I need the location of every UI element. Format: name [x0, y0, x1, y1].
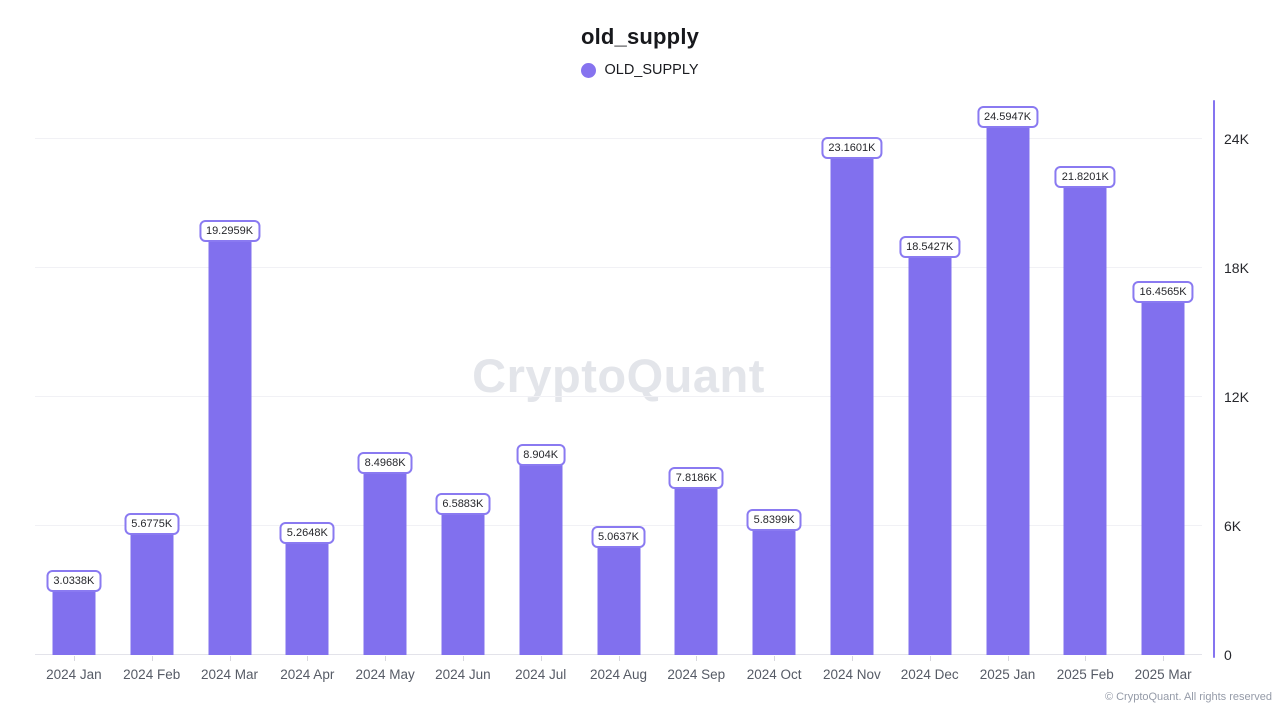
bar-slot: 23.1601K 2024 Nov [813, 100, 891, 682]
bar-2024-aug[interactable] [597, 546, 640, 655]
x-axis-tick [385, 656, 387, 661]
bar-slot: 8.4968K 2024 May [346, 100, 424, 682]
legend[interactable]: OLD_SUPPLY [0, 62, 1280, 78]
bar-value-label: 19.2959K [198, 220, 261, 242]
x-axis-tick [618, 656, 620, 661]
bar-value-label: 23.1601K [821, 137, 883, 159]
bar-2024-feb[interactable] [130, 533, 174, 655]
bar-value-label: 6.5883K [435, 493, 491, 515]
y-tick-label: 0 [1224, 647, 1232, 663]
x-axis-tick [774, 656, 776, 661]
bar-2024-jul[interactable] [519, 464, 563, 655]
gridline-18K [35, 267, 1202, 268]
x-axis-label: 2024 Oct [746, 667, 802, 682]
bar-2024-mar[interactable] [208, 240, 251, 655]
x-axis-tick [229, 656, 231, 661]
bar-slot: 21.8201K 2025 Feb [1046, 100, 1124, 682]
bar-2025-feb[interactable] [1063, 186, 1107, 655]
legend-dot-icon [581, 62, 597, 78]
bar-2024-jan[interactable] [52, 590, 96, 655]
gridline-6K [35, 525, 1202, 526]
x-axis-tick [929, 656, 931, 661]
x-axis-tick [462, 656, 464, 661]
x-axis-label: 2024 Apr [280, 667, 335, 682]
x-axis-label: 2024 Jun [435, 667, 491, 682]
x-axis-tick [307, 656, 309, 661]
bar-value-label: 16.4565K [1132, 281, 1194, 303]
x-axis-tick [696, 656, 698, 661]
bar-slot: 3.0338K 2024 Jan [35, 100, 113, 682]
x-axis-tick [851, 656, 853, 661]
bar-slot: 5.0637K 2024 Aug [580, 100, 658, 682]
bar-slot: 24.5947K 2025 Jan [969, 100, 1047, 682]
bar-2024-apr[interactable] [285, 542, 329, 655]
bar-slot: 5.6775K 2024 Feb [113, 100, 191, 682]
bar-slot: 7.8186K 2024 Sep [657, 100, 735, 682]
y-tick-label: 12K [1224, 389, 1249, 405]
y-axis-line [1213, 100, 1215, 658]
gridline-12K [35, 396, 1202, 397]
x-axis-tick [73, 656, 75, 661]
bar-slot: 16.4565K 2025 Mar [1124, 100, 1202, 682]
x-axis-label: 2024 Sep [667, 667, 726, 682]
x-axis-label: 2024 Nov [822, 667, 881, 682]
x-axis-label: 2024 Jul [515, 667, 567, 682]
bar-slot: 8.904K 2024 Jul [502, 100, 580, 682]
bar-2024-dec[interactable] [908, 256, 952, 655]
bar-2025-mar[interactable] [1141, 301, 1185, 655]
x-axis-label: 2024 Dec [900, 667, 959, 682]
x-axis-tick [1085, 656, 1087, 661]
legend-label: OLD_SUPPLY [604, 62, 699, 78]
bar-slot: 5.2648K 2024 Apr [268, 100, 346, 682]
bar-value-label: 8.4968K [357, 452, 413, 474]
copyright-text: © CryptoQuant. All rights reserved [1104, 691, 1272, 703]
bar-slot: 6.5883K 2024 Jun [424, 100, 502, 682]
x-axis-label: 2025 Jan [979, 667, 1036, 682]
bar-value-label: 7.8186K [668, 467, 724, 489]
bar-slot: 5.8399K 2024 Oct [735, 100, 813, 682]
gridline-24K [35, 138, 1202, 139]
bar-value-label: 5.0637K [591, 526, 646, 548]
bar-value-label: 3.0338K [46, 570, 102, 592]
bar-value-label: 5.8399K [746, 509, 802, 531]
bar-value-label: 8.904K [516, 444, 566, 466]
bar-slot: 18.5427K 2024 Dec [891, 100, 969, 682]
bar-2024-oct[interactable] [752, 529, 796, 655]
bar-value-label: 18.5427K [899, 236, 961, 258]
x-axis-label: 2024 Jan [46, 667, 102, 682]
x-axis-tick [1007, 656, 1009, 661]
x-axis-tick [1163, 656, 1165, 661]
x-axis-label: 2024 Aug [589, 667, 648, 682]
y-tick-label: 6K [1224, 518, 1242, 534]
x-axis-label: 2025 Mar [1134, 667, 1192, 682]
bar-2024-nov[interactable] [830, 157, 874, 655]
bar-value-label: 21.8201K [1054, 166, 1116, 188]
x-axis-tick [151, 656, 153, 661]
x-axis-tick [540, 656, 542, 661]
bar-value-label: 5.6775K [124, 513, 180, 535]
x-axis-label: 2024 Mar [200, 667, 259, 682]
bar-2025-jan[interactable] [986, 126, 1029, 655]
bar-value-label: 24.5947K [976, 106, 1039, 128]
chart-title: old_supply [580, 24, 700, 49]
x-axis-label: 2025 Feb [1056, 667, 1114, 682]
x-axis-label: 2024 Feb [123, 667, 181, 682]
plot-area: CryptoQuant 3.0338K 2024 Jan 5.6775K 2024 F… [35, 100, 1202, 682]
y-tick-label: 18K [1224, 260, 1249, 276]
bar-value-label: 5.2648K [279, 522, 335, 544]
bar-2024-may[interactable] [363, 472, 407, 655]
bar-slot: 19.2959K 2024 Mar [191, 100, 269, 682]
bar-2024-jun[interactable] [441, 513, 485, 655]
x-axis-label: 2024 May [355, 667, 415, 682]
y-tick-label: 24K [1224, 131, 1249, 147]
bar-2024-sep[interactable] [674, 487, 718, 655]
